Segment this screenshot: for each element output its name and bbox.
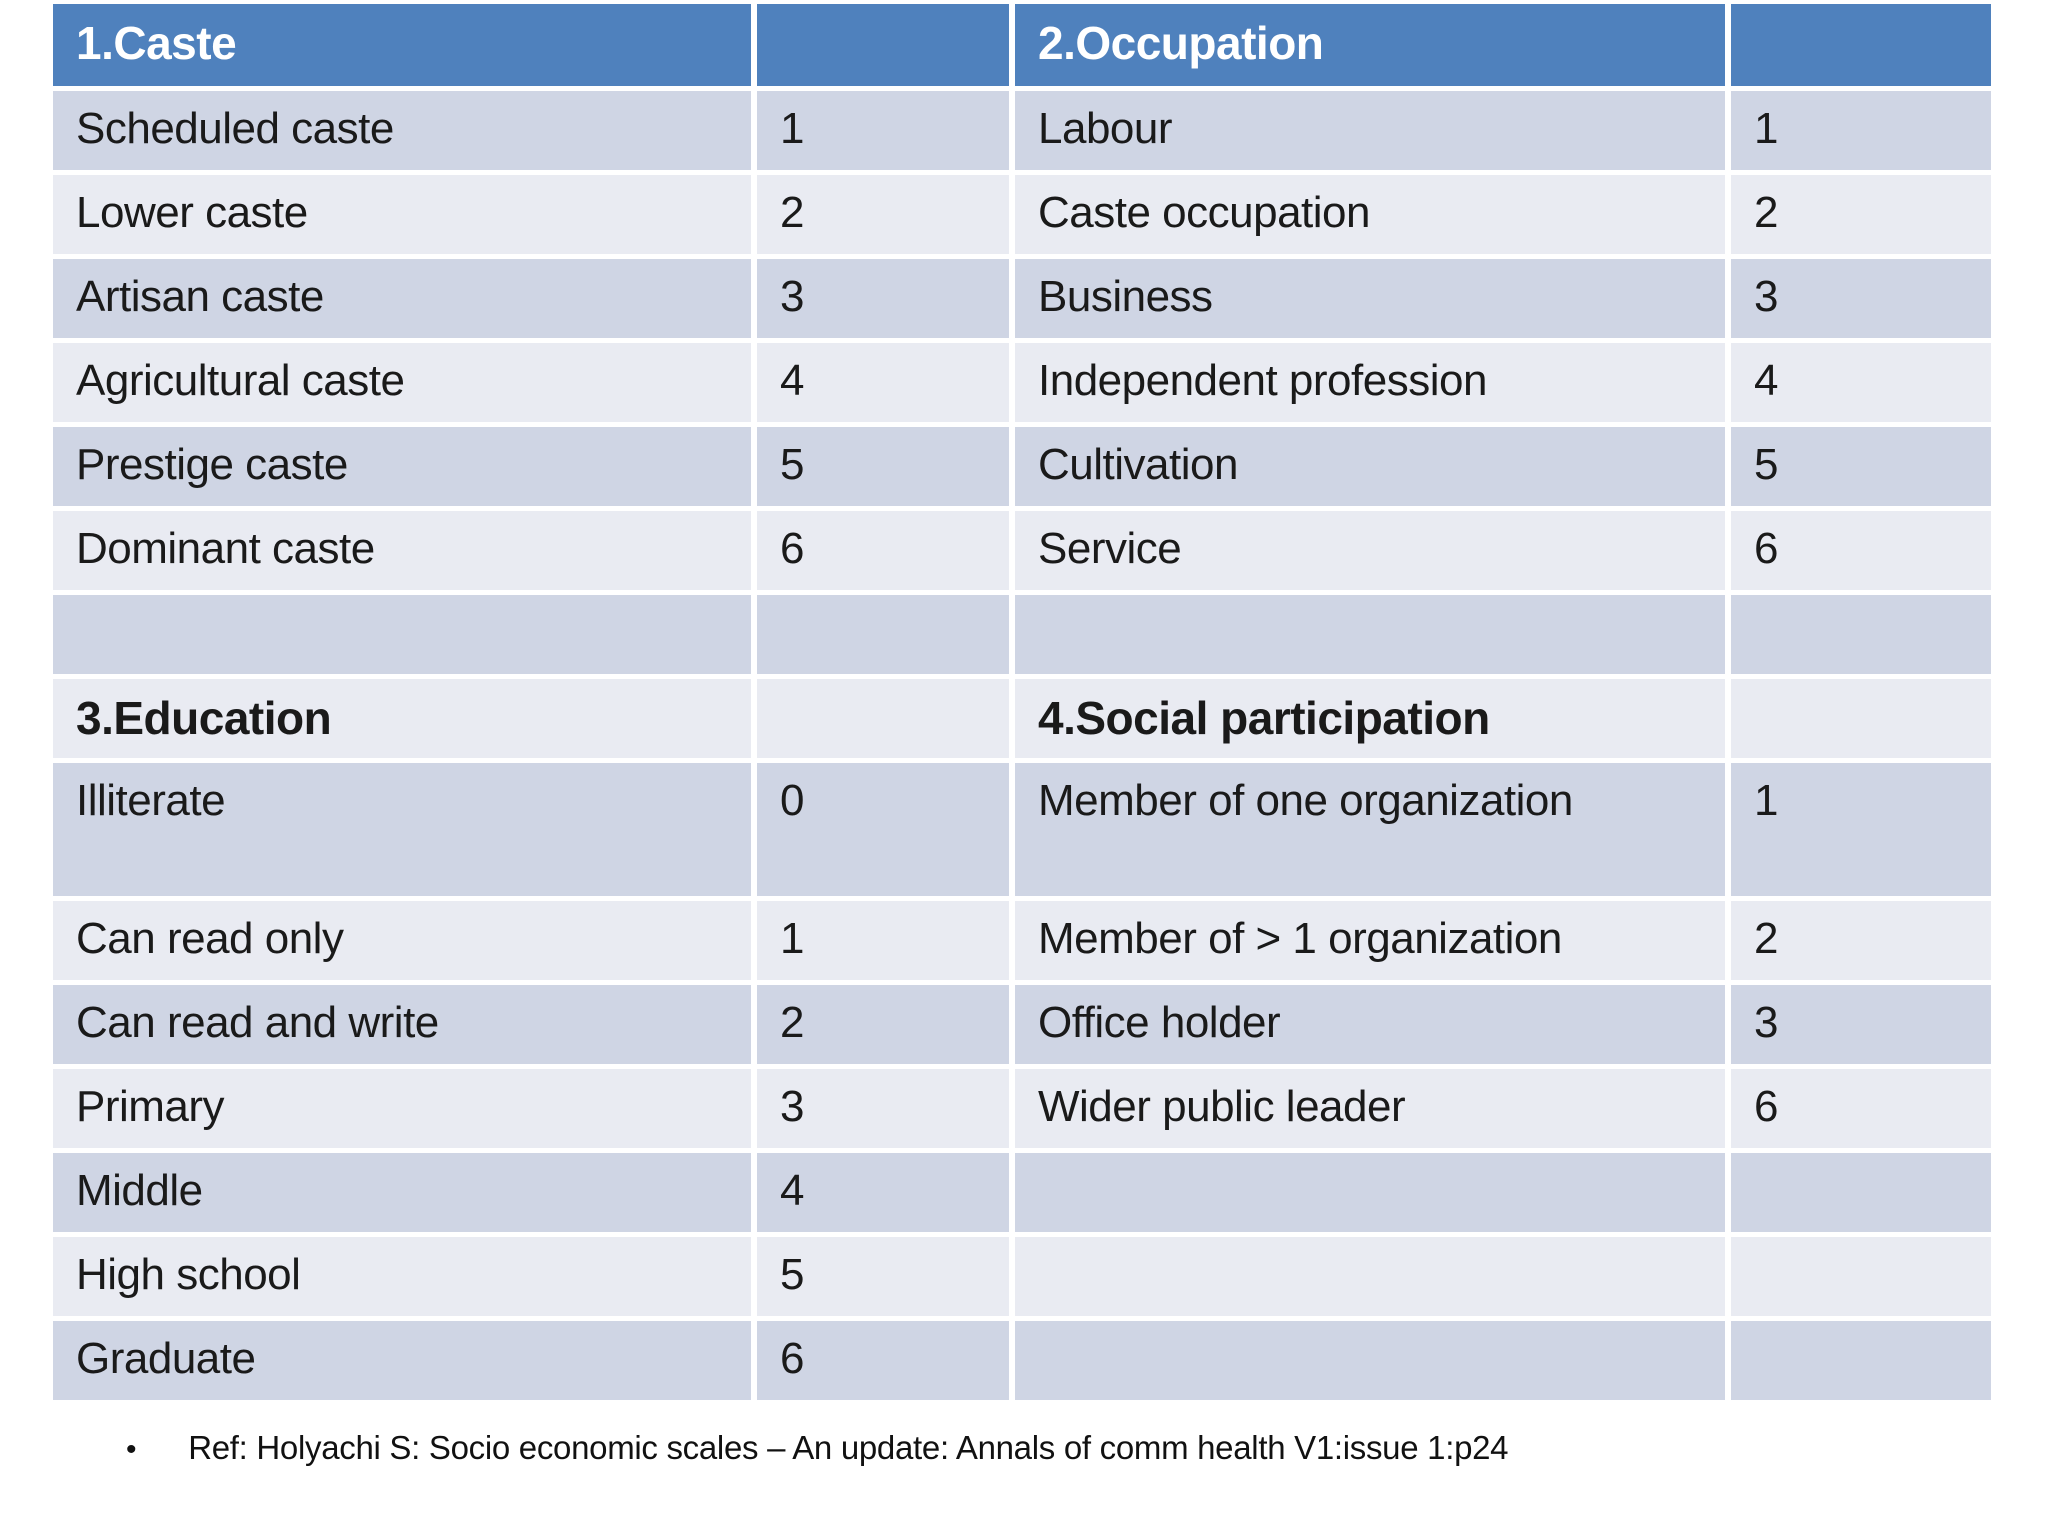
cell-item-label: Lower caste xyxy=(53,175,751,254)
cell-item-label: Business xyxy=(1015,259,1725,338)
cell-item-label xyxy=(1015,1321,1725,1400)
table-row: Lower caste 2 Caste occupation 2 xyxy=(53,175,1991,254)
header-empty-cell xyxy=(757,4,1009,86)
cell-score-value: 1 xyxy=(1731,91,1991,170)
cell-score-value: 5 xyxy=(1731,427,1991,506)
cell-score-value: 3 xyxy=(757,259,1009,338)
cell-score-value: 5 xyxy=(757,427,1009,506)
section-header-1-caste: 1.Caste xyxy=(53,4,751,86)
cell-item-label: Agricultural caste xyxy=(53,343,751,422)
table-row: High school 5 xyxy=(53,1237,1991,1316)
table-row: Agricultural caste 4 Independent professio… xyxy=(53,343,1991,422)
cell-score-value: 5 xyxy=(757,1237,1009,1316)
table-row: Prestige caste 5 Cultivation 5 xyxy=(53,427,1991,506)
section-title-row: 3.Education 4.Social participation xyxy=(53,679,1991,758)
table-row: Primary 3 Wider public leader 6 xyxy=(53,1069,1991,1148)
cell-item-label: Member of one organization xyxy=(1015,763,1725,896)
cell-item-label: Can read only xyxy=(53,901,751,980)
section-empty-cell xyxy=(1731,679,1991,758)
cell-item-label: Member of > 1 organization xyxy=(1015,901,1725,980)
table-row: Graduate 6 xyxy=(53,1321,1991,1400)
cell-item-label xyxy=(1015,595,1725,674)
table-header-row: 1.Caste 2.Occupation xyxy=(53,4,1991,86)
section-empty-cell xyxy=(757,679,1009,758)
table-row: Scheduled caste 1 Labour 1 xyxy=(53,91,1991,170)
cell-score-value: 2 xyxy=(757,985,1009,1064)
cell-score-value: 4 xyxy=(1731,343,1991,422)
reference-note: • Ref: Holyachi S: Socio economic scales… xyxy=(126,1429,1509,1471)
table-row: Artisan caste 3 Business 3 xyxy=(53,259,1991,338)
cell-score-value: 6 xyxy=(757,1321,1009,1400)
cell-item-label: Graduate xyxy=(53,1321,751,1400)
cell-score-value: 4 xyxy=(757,343,1009,422)
cell-score-value: 1 xyxy=(1731,763,1991,896)
cell-item-label: Artisan caste xyxy=(53,259,751,338)
table-row: Illiterate 0 Member of one organization 1 xyxy=(53,763,1991,896)
table-row: Dominant caste 6 Service 6 xyxy=(53,511,1991,590)
reference-text: Ref: Holyachi S: Socio economic scales –… xyxy=(188,1429,1509,1466)
bullet-icon: • xyxy=(126,1433,137,1466)
cell-item-label xyxy=(1015,1153,1725,1232)
cell-score-value xyxy=(1731,595,1991,674)
cell-item-label: Labour xyxy=(1015,91,1725,170)
header-empty-cell xyxy=(1731,4,1991,86)
cell-score-value: 2 xyxy=(1731,175,1991,254)
cell-score-value: 3 xyxy=(757,1069,1009,1148)
table-row: Middle 4 xyxy=(53,1153,1991,1232)
section-title: 4.Social participation xyxy=(1015,679,1725,758)
cell-score-value xyxy=(1731,1153,1991,1232)
cell-score-value: 2 xyxy=(1731,901,1991,980)
cell-score-value: 2 xyxy=(757,175,1009,254)
cell-item-label: Dominant caste xyxy=(53,511,751,590)
cell-item-label: Illiterate xyxy=(53,763,751,896)
cell-score-value xyxy=(1731,1321,1991,1400)
cell-score-value xyxy=(1731,1237,1991,1316)
cell-score-value: 3 xyxy=(1731,985,1991,1064)
section-title: 3.Education xyxy=(53,679,751,758)
cell-score-value: 3 xyxy=(1731,259,1991,338)
socioeconomic-scale-table: 1.Caste 2.Occupation Scheduled caste 1 Labo… xyxy=(47,0,1997,1405)
table-row: Can read and write 2 Office holder 3 xyxy=(53,985,1991,1064)
cell-item-label: Wider public leader xyxy=(1015,1069,1725,1148)
cell-item-label xyxy=(53,595,751,674)
cell-item-label: Can read and write xyxy=(53,985,751,1064)
cell-item-label: Service xyxy=(1015,511,1725,590)
cell-score-value xyxy=(757,595,1009,674)
cell-item-label: Caste occupation xyxy=(1015,175,1725,254)
spacer-row xyxy=(53,595,1991,674)
cell-item-label: Prestige caste xyxy=(53,427,751,506)
cell-item-label: High school xyxy=(53,1237,751,1316)
cell-item-label: Cultivation xyxy=(1015,427,1725,506)
cell-item-label xyxy=(1015,1237,1725,1316)
cell-item-label: Primary xyxy=(53,1069,751,1148)
table-row: Can read only 1 Member of > 1 organization… xyxy=(53,901,1991,980)
section-header-2-occupation: 2.Occupation xyxy=(1015,4,1725,86)
cell-score-value: 6 xyxy=(1731,1069,1991,1148)
cell-score-value: 1 xyxy=(757,91,1009,170)
cell-score-value: 1 xyxy=(757,901,1009,980)
cell-item-label: Office holder xyxy=(1015,985,1725,1064)
cell-score-value: 4 xyxy=(757,1153,1009,1232)
cell-score-value: 6 xyxy=(757,511,1009,590)
cell-score-value: 6 xyxy=(1731,511,1991,590)
cell-item-label: Scheduled caste xyxy=(53,91,751,170)
cell-item-label: Middle xyxy=(53,1153,751,1232)
cell-item-label: Independent profession xyxy=(1015,343,1725,422)
cell-score-value: 0 xyxy=(757,763,1009,896)
